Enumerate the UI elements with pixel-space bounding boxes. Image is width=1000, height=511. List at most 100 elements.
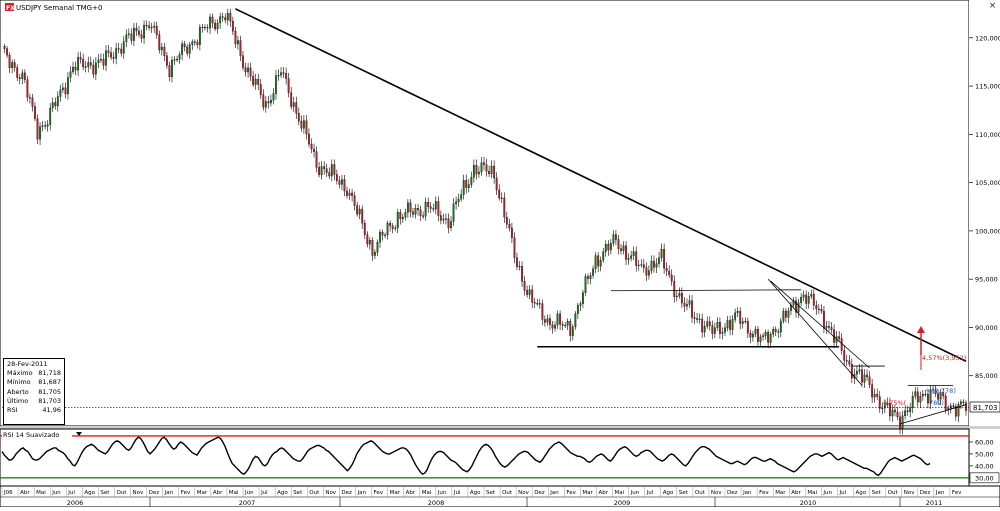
last-price-label-box (969, 401, 1000, 413)
candle-down (18, 77, 21, 79)
candle-up (592, 268, 594, 276)
candle-up (782, 310, 785, 322)
candle-down (229, 12, 232, 22)
candle-down (31, 97, 34, 107)
candle-down (952, 405, 955, 407)
candle-down (543, 319, 546, 323)
candle-up (858, 369, 861, 372)
candle-down (498, 189, 501, 199)
candle-down (3, 46, 6, 49)
candle-up (863, 374, 866, 383)
fx-logo-text: FX (6, 5, 15, 12)
candle-down (120, 48, 123, 54)
month-label: Mai (36, 490, 46, 496)
candle-down (417, 208, 419, 211)
rsi-series (0, 435, 969, 479)
candle-up (599, 260, 602, 267)
candle-down (934, 389, 937, 394)
candle-up (237, 40, 239, 45)
candle-up (787, 310, 790, 318)
info-date: 28-Fev-2011 (7, 360, 48, 368)
candle-up (800, 297, 803, 303)
ohlc-info-box: 28-Fev-2011 Máximo 81,718 Mínimo 81,687 … (3, 358, 65, 425)
trendline[interactable] (767, 278, 863, 386)
trendline[interactable] (770, 280, 870, 369)
info-row-open: Aberto 81,705 (7, 388, 61, 397)
month-label: Ago (277, 490, 288, 496)
candle-down (526, 290, 529, 295)
year-label: 2008 (428, 499, 445, 507)
candle-up (500, 197, 503, 199)
candle-down (158, 34, 161, 51)
candle-up (914, 391, 917, 397)
month-label: Jun (822, 490, 832, 496)
candle-down (483, 162, 485, 165)
candle-down (888, 402, 891, 417)
candle-up (632, 251, 635, 256)
candle-down (92, 65, 95, 75)
candle-down (16, 67, 19, 78)
rsi-tick-label: 50,00 (975, 450, 994, 458)
candle-up (470, 177, 473, 185)
candle-down (587, 276, 589, 279)
candle-down (399, 212, 402, 219)
month-label: Jan (164, 490, 174, 496)
close-icon[interactable]: × (988, 1, 997, 11)
candle-up (67, 77, 69, 95)
candle-down (843, 350, 846, 361)
candle-down (812, 293, 815, 306)
candle-down (112, 57, 115, 59)
candle-down (346, 190, 348, 196)
main-trendline[interactable] (235, 8, 967, 362)
candle-up (660, 249, 663, 258)
month-label: Set (486, 490, 496, 496)
trendline[interactable] (899, 404, 967, 425)
month-label: Mai (615, 490, 625, 496)
candle-down (876, 394, 879, 397)
candle-up (797, 302, 800, 313)
candle-up (442, 218, 445, 221)
price-tick-label: 105,000 (975, 179, 1000, 187)
candle-up (127, 33, 130, 35)
candle-down (107, 50, 110, 53)
candle-up (751, 333, 754, 338)
month-label: Out (309, 490, 320, 496)
candle-down (64, 87, 67, 95)
candle-up (734, 312, 737, 320)
price-tick-label: 85,000 (975, 372, 998, 380)
candle-up (724, 327, 726, 333)
candle-down (79, 57, 82, 60)
candle-up (198, 26, 201, 45)
month-label: Jul (838, 490, 846, 496)
candle-up (226, 12, 229, 21)
candle-down (749, 332, 752, 338)
candle-up (455, 201, 458, 205)
candle-up (178, 54, 181, 60)
candle-up (480, 162, 483, 173)
candle-down (830, 327, 833, 330)
info-value: 41,96 (42, 406, 61, 415)
candle-down (965, 402, 967, 411)
candle-down (513, 237, 516, 258)
candle-up (744, 321, 747, 323)
candle-down (505, 216, 508, 225)
candle-up (779, 320, 782, 333)
candle-up (675, 295, 678, 298)
candle-down (495, 177, 498, 191)
candle-down (427, 201, 430, 207)
month-label: Out (116, 490, 127, 496)
candle-up (554, 324, 556, 329)
price-axis (969, 0, 1000, 480)
candle-up (269, 100, 272, 104)
rsi-menu-chevron-icon[interactable] (76, 432, 82, 436)
candle-up (802, 294, 805, 298)
candle-down (165, 55, 168, 66)
rsi-tick-label: 30,00 (975, 474, 994, 482)
candle-up (873, 394, 876, 398)
candle-down (795, 300, 797, 313)
rsi-title-bg (2, 430, 72, 438)
trendline[interactable] (610, 289, 802, 292)
panel-separator[interactable] (0, 426, 1000, 429)
month-label: Mai (229, 490, 239, 496)
candle-down (729, 320, 731, 330)
